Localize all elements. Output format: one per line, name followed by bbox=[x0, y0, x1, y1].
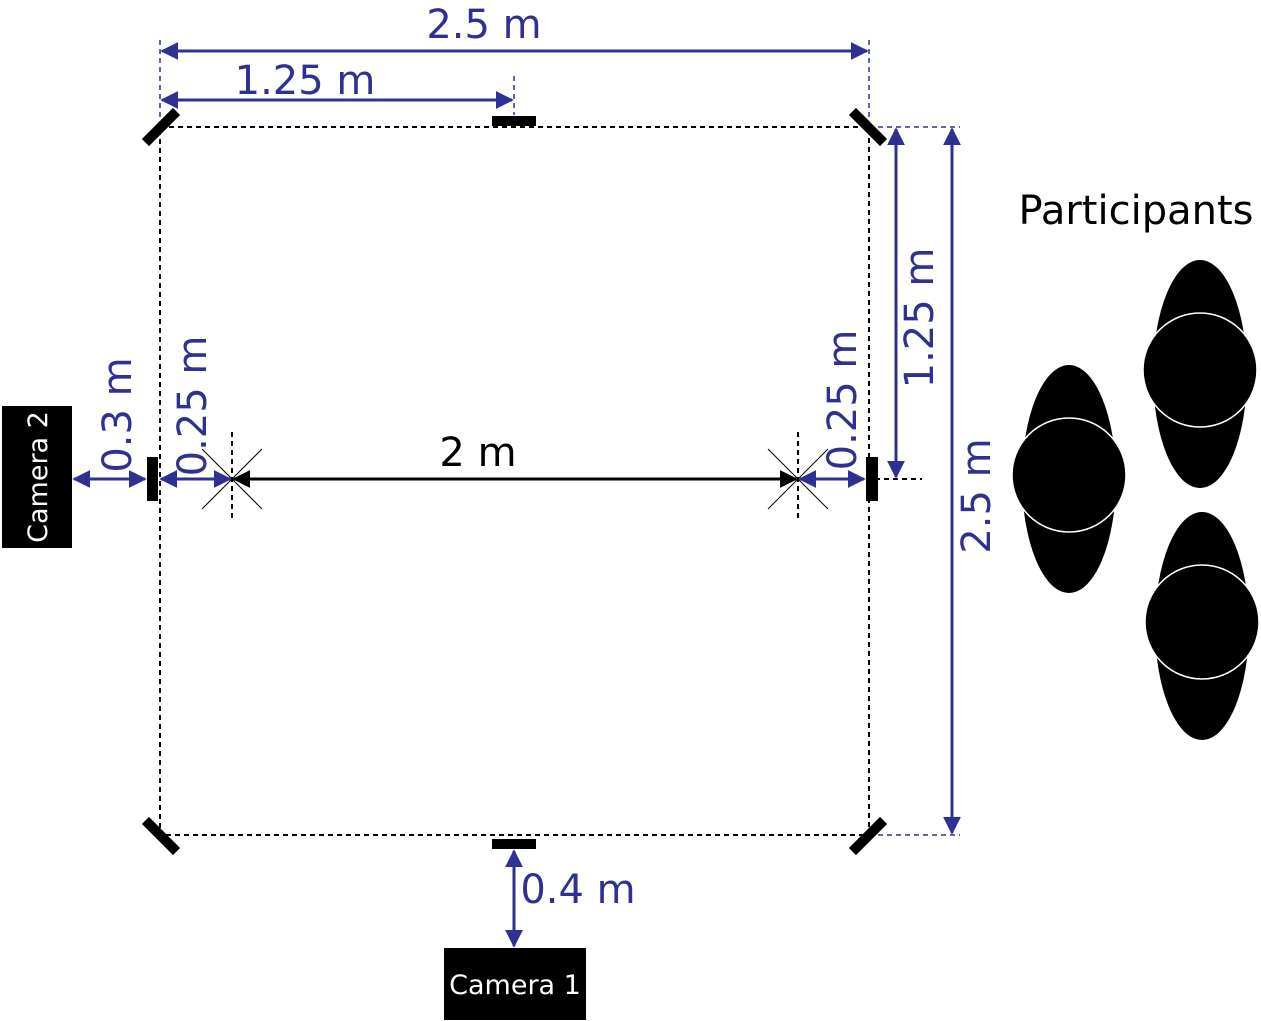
corner-marker-top-left bbox=[141, 107, 181, 147]
label-total-height: 2.5 m bbox=[954, 438, 1000, 553]
label-total-width: 2.5 m bbox=[426, 2, 541, 48]
camera-2-label: Camera 2 bbox=[23, 411, 54, 543]
marker-top-middle bbox=[492, 116, 536, 126]
participant-bottom bbox=[1144, 512, 1260, 740]
label-half-height: 1.25 m bbox=[897, 248, 943, 389]
camera-1-label: Camera 1 bbox=[449, 970, 581, 1001]
cross-mark-right bbox=[767, 448, 829, 510]
label-half-width: 1.25 m bbox=[235, 58, 376, 104]
participant-top bbox=[1142, 260, 1258, 488]
label-right-offset: 0.25 m bbox=[820, 330, 866, 471]
participant-middle bbox=[1011, 365, 1127, 593]
camera-2-box bbox=[2, 406, 72, 548]
camera-1-box bbox=[444, 948, 586, 1020]
marker-right-middle bbox=[866, 457, 878, 501]
camera-2: Camera 2 bbox=[2, 406, 72, 548]
corner-marker-bottom-left bbox=[141, 816, 181, 856]
label-center-span: 2 m bbox=[439, 430, 516, 476]
cross-mark-left bbox=[201, 448, 263, 510]
label-left-offset: 0.25 m bbox=[170, 336, 216, 477]
marker-left-middle bbox=[147, 457, 158, 501]
marker-bottom-middle bbox=[492, 839, 536, 849]
participant-head bbox=[1144, 564, 1260, 680]
label-camera2-distance: 0.3 m bbox=[95, 357, 141, 472]
participants-title: Participants bbox=[1019, 188, 1254, 234]
label-camera1-distance: 0.4 m bbox=[520, 867, 635, 913]
room-outline bbox=[159, 126, 870, 836]
corner-marker-bottom-right bbox=[848, 816, 888, 856]
participant-head bbox=[1011, 417, 1127, 533]
corner-marker-top-right bbox=[848, 107, 888, 147]
camera-1: Camera 1 bbox=[444, 948, 586, 1020]
participant-head bbox=[1142, 312, 1258, 428]
